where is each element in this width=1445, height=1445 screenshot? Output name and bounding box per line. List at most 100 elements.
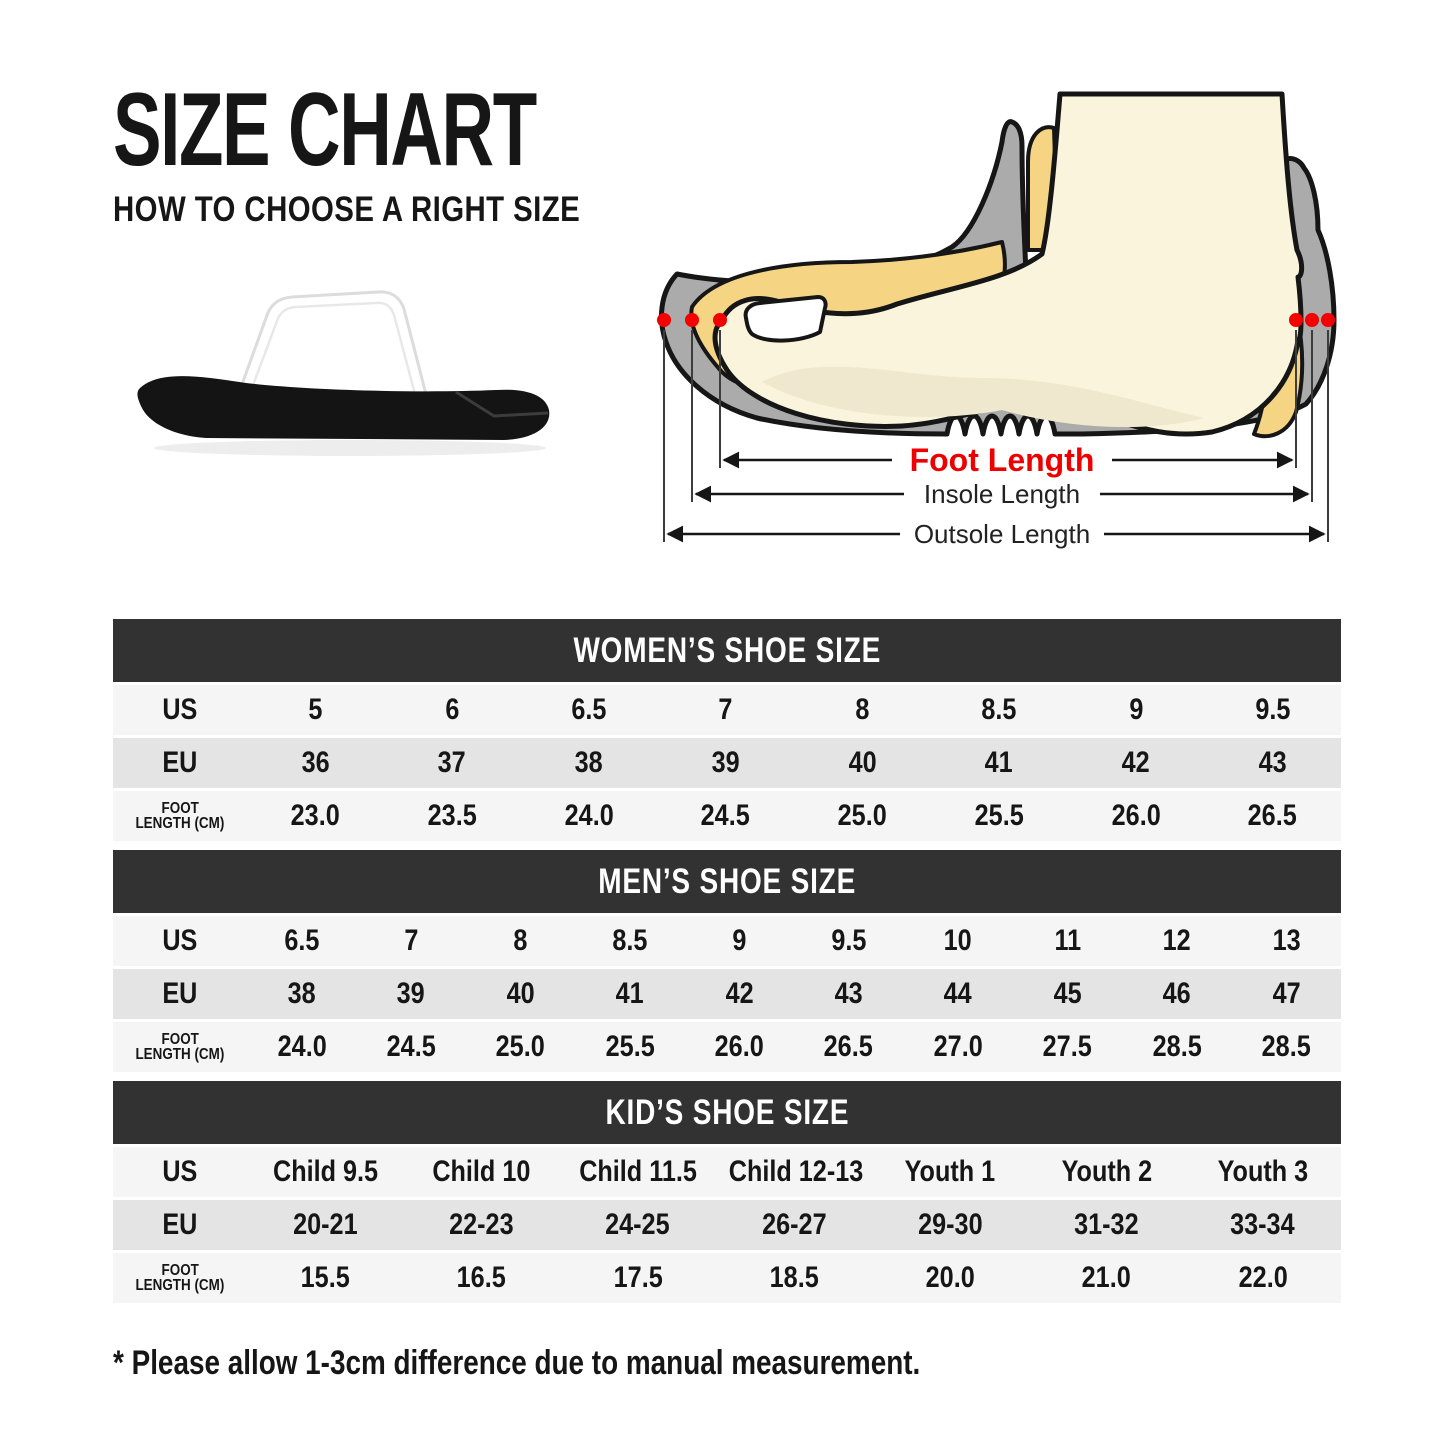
table-row: US 5 6 6.5 7 8 8.5 9 9.5 [113, 685, 1341, 735]
row-label: EU [162, 977, 198, 1010]
table-row: EU 20-21 22-23 24-25 26-27 29-30 31-32 33-34 [113, 1200, 1341, 1250]
outsole-length-label: Outsole Length [914, 519, 1090, 549]
table-row: FOOT LENGTH (CM) 24.0 24.5 25.0 25.5 26.0 26.5 2… [113, 1022, 1341, 1072]
size-table: MEN’S SHOE SIZE US 6.5 7 8 8.5 9 9.5 10 11 12 13 EU 3… [113, 850, 1341, 1075]
row-label: US [162, 1155, 198, 1188]
size-cell: 33-34 [1230, 1208, 1296, 1241]
toenail [743, 295, 828, 343]
sandal-strap [230, 290, 431, 414]
size-cell: 9.5 [1255, 693, 1291, 726]
row-label: EU [162, 1208, 198, 1241]
row-label: US [162, 924, 198, 957]
row-label: FOOT LENGTH (CM) [135, 1261, 225, 1294]
size-cell: 25.5 [605, 1030, 655, 1063]
size-cell: 36 [301, 746, 330, 779]
size-cell: 25.0 [837, 799, 887, 832]
size-cell: 24-25 [605, 1208, 670, 1241]
size-cell: Youth 1 [904, 1155, 996, 1188]
size-cell: 11 [1054, 924, 1081, 957]
marker-dots [657, 313, 1335, 327]
size-cell: 6.5 [571, 693, 607, 726]
size-cell: 26.0 [714, 1030, 764, 1063]
table-row: EU 38 39 40 41 42 43 44 45 46 47 [113, 969, 1341, 1019]
title-block: SIZE CHART HOW TO CHOOSE A RIGHT SIZE [113, 78, 717, 230]
sandal-sole-notch [455, 390, 549, 418]
size-cell: 24.5 [386, 1030, 436, 1063]
size-cell: 40 [848, 746, 877, 779]
size-cell: 25.5 [974, 799, 1024, 832]
size-cell: 17.5 [613, 1261, 663, 1294]
size-cell: 24.0 [564, 799, 614, 832]
size-cell: 46 [1162, 977, 1191, 1010]
size-cell: 8 [855, 693, 870, 726]
insole-length-label: Insole Length [924, 479, 1080, 509]
size-cell: 42 [1121, 746, 1150, 779]
size-cell: 25.0 [495, 1030, 546, 1063]
size-cell: 27.5 [1042, 1030, 1092, 1063]
footnote: * Please allow 1-3cm difference due to m… [113, 1344, 921, 1382]
table-row: EU 36 37 38 39 40 41 42 43 [113, 738, 1341, 788]
size-cell: 28.5 [1261, 1030, 1311, 1063]
table-row: FOOT LENGTH (CM) 23.0 23.5 24.0 24.5 25.0 25.5 2… [113, 791, 1341, 841]
size-cell: 24.5 [701, 799, 751, 832]
size-cell: 26-27 [761, 1208, 827, 1241]
row-label: EU [162, 746, 198, 779]
size-cell: 38 [287, 977, 316, 1010]
measurement-arrows [666, 451, 1326, 543]
sandal-strap-stitch [244, 301, 418, 405]
size-cell: Child 10 [432, 1155, 531, 1188]
size-cell: 6 [445, 693, 460, 726]
size-cell: 16.5 [456, 1261, 506, 1294]
table-row: US Child 9.5 Child 10 Child 11.5 Child 12-13… [113, 1147, 1341, 1197]
size-cell: 44 [944, 977, 973, 1010]
table-row: US 6.5 7 8 8.5 9 9.5 10 11 12 13 [113, 916, 1341, 966]
size-cell: 23.0 [290, 799, 340, 832]
foot-illustration [712, 91, 1305, 437]
size-cell: Youth 3 [1217, 1155, 1309, 1188]
size-cell: 22-23 [449, 1208, 514, 1241]
table-title: KID’S SHOE SIZE [113, 1081, 1341, 1144]
size-cell: 8.5 [612, 924, 648, 957]
table-title: WOMEN’S SHOE SIZE [113, 619, 1341, 682]
size-table: KID’S SHOE SIZE US Child 9.5 Child 10 Child … [113, 1081, 1341, 1306]
size-cell: 28.5 [1152, 1030, 1202, 1063]
row-label: US [162, 693, 198, 726]
size-cell: 22.0 [1238, 1261, 1288, 1294]
foot-sole-shadow [762, 366, 1204, 428]
size-cell: 38 [574, 746, 603, 779]
sandal-sole [137, 376, 550, 440]
slide-sandal-image [137, 290, 550, 456]
size-cell: 18.5 [769, 1261, 819, 1294]
size-cell: 40 [506, 977, 535, 1010]
size-cell: 20.0 [925, 1261, 975, 1294]
size-cell: 39 [397, 977, 426, 1010]
size-cell: 27.0 [933, 1030, 983, 1063]
size-cell: 26.5 [1248, 799, 1298, 832]
size-cell: Child 12-13 [728, 1155, 864, 1188]
size-cell: 6.5 [284, 924, 320, 957]
page-title: SIZE CHART [113, 72, 537, 188]
sandal-shadow [154, 440, 546, 456]
size-cell: 43 [834, 977, 863, 1010]
size-tables: WOMEN’S SHOE SIZE US 5 6 6.5 7 8 8.5 9 9.5 EU 36 37 3… [113, 619, 1341, 1312]
size-cell: 8.5 [981, 693, 1017, 726]
size-cell: 10 [944, 924, 973, 957]
size-cell: 31-32 [1074, 1208, 1139, 1241]
size-cell: 45 [1053, 977, 1082, 1010]
size-cell: 12 [1162, 924, 1191, 957]
table-title: MEN’S SHOE SIZE [113, 850, 1341, 913]
size-cell: 5 [308, 693, 323, 726]
size-cell: 39 [711, 746, 740, 779]
size-cell: 41 [985, 746, 1014, 779]
size-cell: 29-30 [918, 1208, 983, 1241]
guide-lines [663, 330, 1329, 542]
size-cell: 42 [725, 977, 754, 1010]
size-cell: 24.0 [277, 1030, 327, 1063]
size-cell: 15.5 [300, 1261, 350, 1294]
row-label: FOOT LENGTH (CM) [135, 799, 225, 832]
size-cell: 9 [1128, 693, 1143, 726]
page-subtitle: HOW TO CHOOSE A RIGHT SIZE [113, 190, 581, 229]
size-table: WOMEN’S SHOE SIZE US 5 6 6.5 7 8 8.5 9 9.5 EU 36 37 3… [113, 619, 1341, 844]
size-cell: 37 [438, 746, 467, 779]
